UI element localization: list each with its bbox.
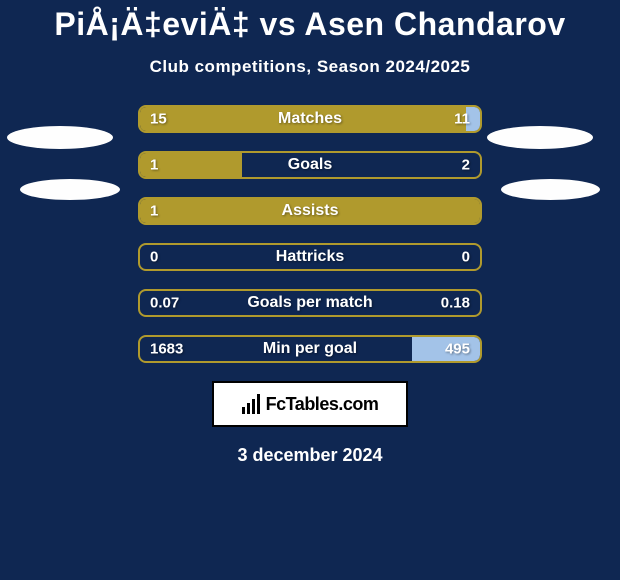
decorative-ellipse xyxy=(501,179,600,200)
stat-label: Matches xyxy=(278,110,342,128)
logo-bars-icon xyxy=(242,394,260,414)
stat-label: Min per goal xyxy=(263,340,357,358)
stat-row: 0.07 0.18 Goals per match xyxy=(138,289,482,317)
stats-column: 15 11 Matches 1 2 Goals 1 Assists 0 0 Hattricks 0.0… xyxy=(138,105,482,363)
value-player1: 0.07 xyxy=(150,295,179,312)
value-player1: 15 xyxy=(150,111,167,128)
value-player1: 0 xyxy=(150,249,158,266)
value-player2: 11 xyxy=(454,111,470,128)
stat-row: 15 11 Matches xyxy=(138,105,482,133)
stat-row: 1 Assists xyxy=(138,197,482,225)
stat-row: 1683 495 Min per goal xyxy=(138,335,482,363)
value-player2: 2 xyxy=(462,157,470,174)
decorative-ellipse xyxy=(7,126,113,149)
stat-row: 0 0 Hattricks xyxy=(138,243,482,271)
date-label: 3 december 2024 xyxy=(0,445,620,466)
value-player2: 0 xyxy=(462,249,470,266)
decorative-ellipse xyxy=(20,179,120,200)
value-player2: 495 xyxy=(445,341,470,358)
value-player1: 1683 xyxy=(150,341,183,358)
stat-label: Goals per match xyxy=(247,294,372,312)
logo-text: FcTables.com xyxy=(266,394,379,415)
stat-row: 1 2 Goals xyxy=(138,151,482,179)
stat-label: Hattricks xyxy=(276,248,344,266)
logo-box: FcTables.com xyxy=(212,381,408,427)
page-title: PiÅ¡Ä‡eviÄ‡ vs Asen Chandarov xyxy=(0,0,620,43)
value-player2: 0.18 xyxy=(441,295,470,312)
value-player1: 1 xyxy=(150,157,158,174)
decorative-ellipse xyxy=(487,126,593,149)
value-player1: 1 xyxy=(150,203,158,220)
stat-label: Assists xyxy=(282,202,339,220)
stat-label: Goals xyxy=(288,156,332,174)
subtitle: Club competitions, Season 2024/2025 xyxy=(0,57,620,77)
